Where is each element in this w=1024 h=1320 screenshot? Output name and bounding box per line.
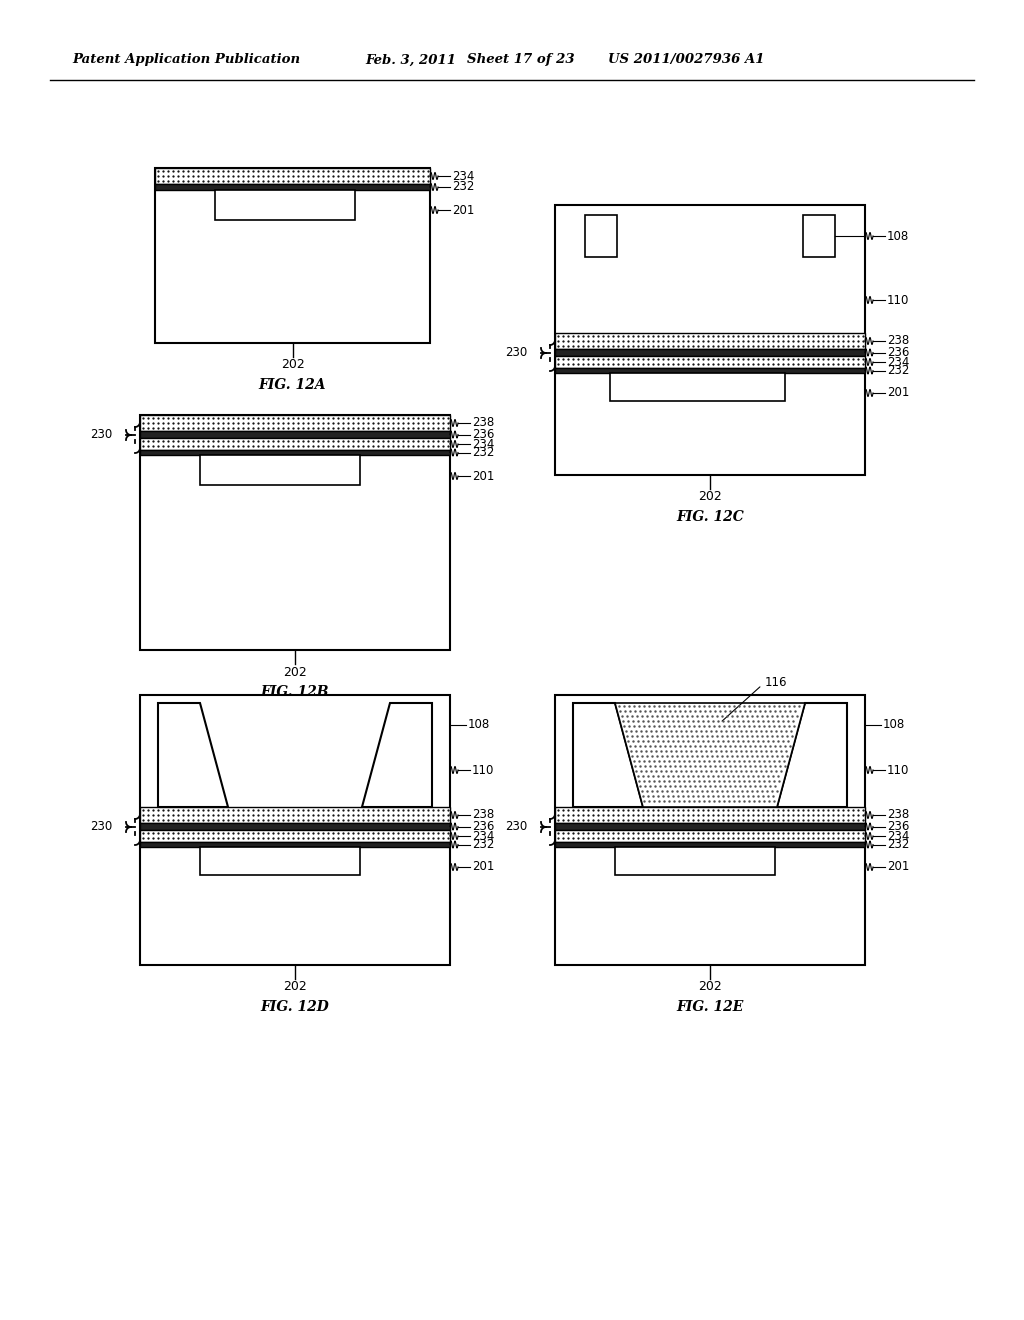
Polygon shape: [362, 704, 432, 807]
Bar: [140, 807, 450, 822]
Bar: [200, 455, 360, 484]
Bar: [140, 432, 450, 438]
Bar: [140, 450, 450, 455]
Text: 232: 232: [887, 838, 909, 851]
Polygon shape: [615, 704, 805, 807]
Text: 238: 238: [472, 808, 495, 821]
Bar: [155, 168, 430, 343]
Text: Feb. 3, 2011: Feb. 3, 2011: [365, 54, 456, 66]
Text: 201: 201: [472, 861, 495, 874]
Bar: [610, 374, 785, 401]
Text: FIG. 12A: FIG. 12A: [259, 378, 327, 392]
Text: 108: 108: [887, 230, 909, 243]
Text: 236: 236: [887, 346, 909, 359]
Bar: [155, 183, 430, 190]
Text: 230: 230: [505, 346, 527, 359]
Text: 230: 230: [90, 821, 112, 833]
Bar: [140, 414, 450, 649]
Bar: [803, 215, 835, 257]
Text: FIG. 12E: FIG. 12E: [676, 1001, 743, 1014]
Text: 238: 238: [887, 808, 909, 821]
Text: 202: 202: [283, 981, 307, 994]
Text: 202: 202: [698, 491, 722, 503]
Bar: [200, 847, 360, 875]
Text: 234: 234: [887, 829, 909, 842]
Bar: [555, 696, 865, 965]
Text: FIG. 12C: FIG. 12C: [676, 510, 743, 524]
Bar: [140, 438, 450, 450]
Text: 234: 234: [472, 437, 495, 450]
Text: 236: 236: [472, 428, 495, 441]
Bar: [555, 807, 865, 822]
Text: 201: 201: [887, 861, 909, 874]
Bar: [140, 414, 450, 432]
Text: FIG. 12D: FIG. 12D: [261, 1001, 330, 1014]
Text: 234: 234: [887, 355, 909, 368]
Bar: [555, 822, 865, 830]
Text: 201: 201: [887, 387, 909, 400]
Polygon shape: [573, 704, 643, 807]
Text: 116: 116: [765, 676, 787, 689]
Text: 202: 202: [698, 981, 722, 994]
Text: 110: 110: [472, 763, 495, 776]
Bar: [555, 205, 865, 475]
Bar: [140, 830, 450, 842]
Bar: [140, 842, 450, 847]
Text: 202: 202: [281, 359, 304, 371]
Text: 201: 201: [452, 203, 474, 216]
Text: Patent Application Publication: Patent Application Publication: [72, 54, 300, 66]
Text: 238: 238: [887, 334, 909, 347]
Bar: [615, 847, 775, 875]
Bar: [140, 822, 450, 830]
Bar: [585, 215, 617, 257]
Text: 110: 110: [887, 293, 909, 306]
Text: 201: 201: [472, 470, 495, 483]
Text: 230: 230: [505, 821, 527, 833]
Text: Sheet 17 of 23: Sheet 17 of 23: [467, 54, 574, 66]
Bar: [555, 830, 865, 842]
Bar: [555, 333, 865, 348]
Bar: [555, 348, 865, 356]
Text: 234: 234: [472, 829, 495, 842]
Bar: [155, 168, 430, 183]
Polygon shape: [158, 704, 228, 807]
Text: 236: 236: [887, 820, 909, 833]
Text: 232: 232: [472, 838, 495, 851]
Text: US 2011/0027936 A1: US 2011/0027936 A1: [608, 54, 765, 66]
Text: 202: 202: [283, 665, 307, 678]
Text: 108: 108: [883, 718, 905, 731]
Bar: [555, 368, 865, 374]
Bar: [555, 842, 865, 847]
Text: 238: 238: [472, 417, 495, 429]
Bar: [140, 696, 450, 965]
Bar: [215, 190, 355, 220]
Text: 230: 230: [90, 429, 112, 441]
Polygon shape: [777, 704, 847, 807]
Text: 232: 232: [887, 364, 909, 378]
Text: 232: 232: [472, 446, 495, 459]
Text: 110: 110: [887, 763, 909, 776]
Text: 108: 108: [468, 718, 490, 731]
Text: 232: 232: [452, 181, 474, 194]
Bar: [555, 356, 865, 368]
Text: 234: 234: [452, 169, 474, 182]
Text: 236: 236: [472, 820, 495, 833]
Text: FIG. 12B: FIG. 12B: [261, 685, 330, 700]
